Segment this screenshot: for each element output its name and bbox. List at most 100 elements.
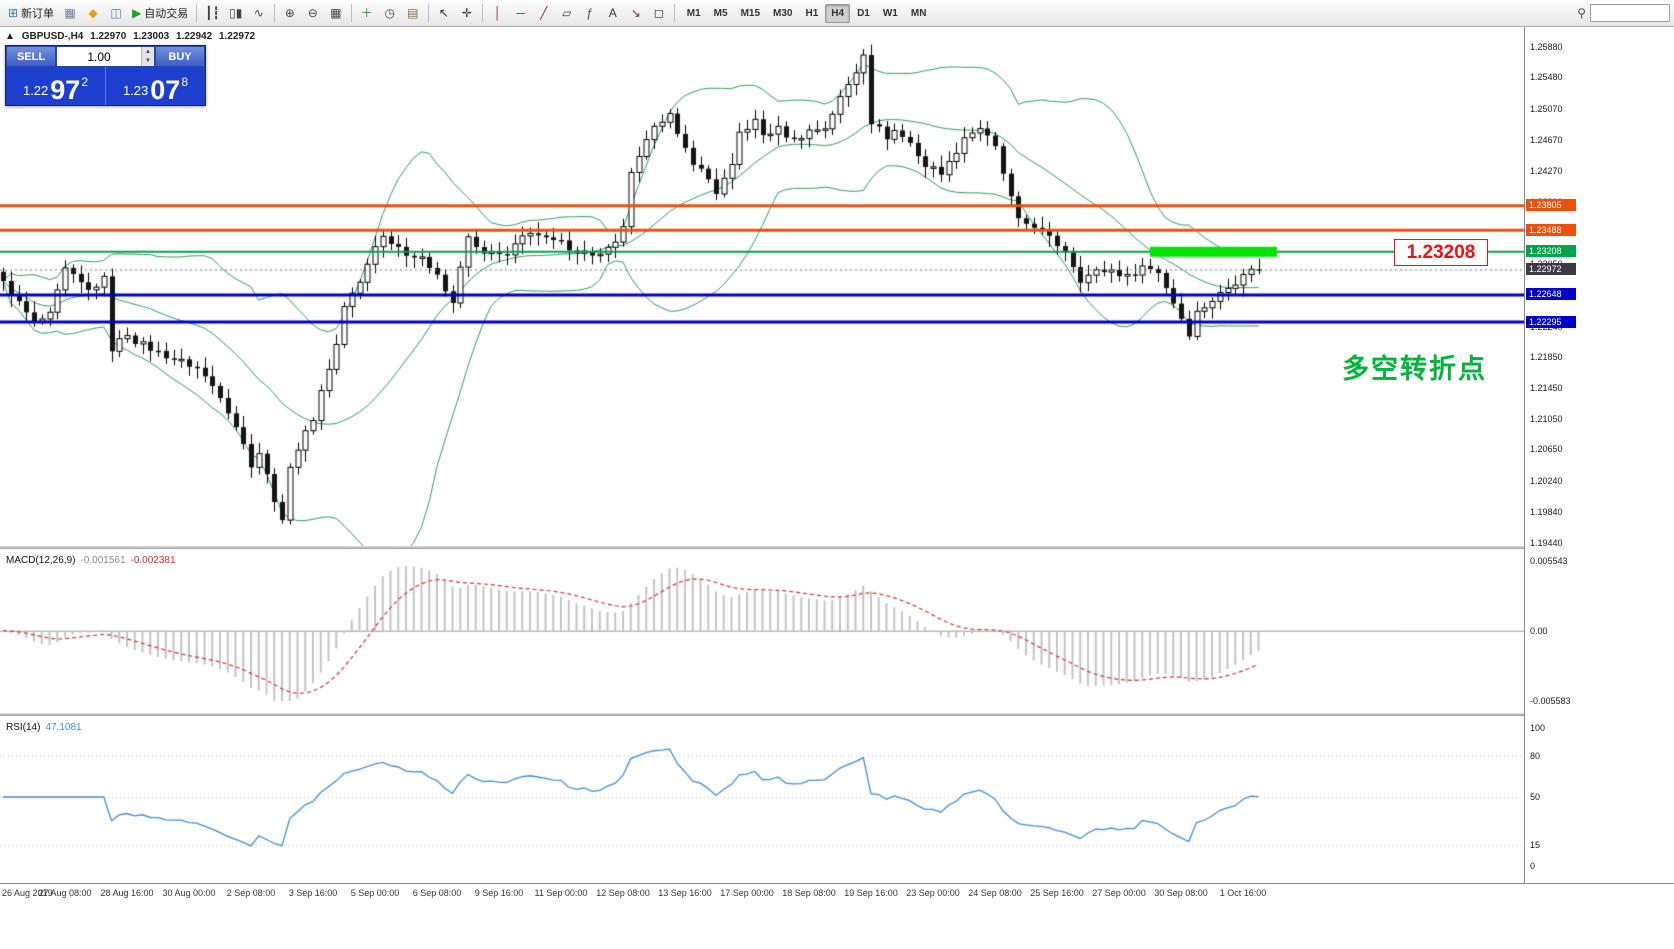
periods-icon: ◷ xyxy=(384,6,395,20)
shapes-icon: ◻ xyxy=(653,6,664,20)
autotrade-button[interactable]: ▶ 自动交易 xyxy=(128,2,192,24)
rsi-pane-splitter[interactable] xyxy=(0,713,1674,716)
timeframe-d1-button[interactable]: D1 xyxy=(851,4,876,23)
timeframe-m1-button[interactable]: M1 xyxy=(681,4,707,23)
macd-indicator-label: MACD(12,26,9) -0.001561 -0.002381 xyxy=(6,555,181,566)
timeframe-m5-button[interactable]: M5 xyxy=(708,4,734,23)
time-axis-label: 19 Sep 16:00 xyxy=(844,888,898,898)
rsi-axis-label: 50 xyxy=(1530,792,1541,802)
periods-button[interactable]: ◷ xyxy=(379,2,401,24)
zoom-in-button[interactable]: ⊕ xyxy=(279,2,301,24)
time-axis-label: 12 Sep 08:00 xyxy=(596,888,650,898)
line-chart-button[interactable]: ∿ xyxy=(248,2,270,24)
vertical-line-button[interactable]: │ xyxy=(487,2,509,24)
crosshair-button[interactable]: ✛ xyxy=(456,2,478,24)
indicators-button[interactable]: ＋ xyxy=(356,2,378,24)
toolbar-separator xyxy=(427,4,429,22)
price-axis[interactable]: 1.25880 1.25480 1.25070 1.24670 1.24270 1.238… xyxy=(1524,27,1674,883)
shapes-button[interactable]: ◻ xyxy=(648,2,670,24)
quote-low: 1.22942 xyxy=(176,31,213,42)
buy-price-head: 1.23 xyxy=(122,83,149,98)
buy-button[interactable]: BUY xyxy=(155,46,205,67)
toolbar-separator xyxy=(350,4,352,22)
time-axis-label: 18 Sep 08:00 xyxy=(782,888,836,898)
toolbar-separator xyxy=(673,4,675,22)
bar-chart-button[interactable]: ┃┇ xyxy=(201,2,223,24)
search-input[interactable] xyxy=(1590,4,1670,22)
new-order-label: 新订单 xyxy=(21,8,55,20)
timeframe-m15-button[interactable]: M15 xyxy=(735,4,766,23)
volume-spinner: ▲ ▼ xyxy=(141,47,154,66)
timeframe-mn-button[interactable]: MN xyxy=(905,4,933,23)
zoom-in-icon: ⊕ xyxy=(284,6,295,20)
buy-price-button[interactable]: 1.23 07 8 xyxy=(106,67,205,105)
horizontal-line-button[interactable]: ─ xyxy=(510,2,532,24)
zoom-out-button[interactable]: ⊖ xyxy=(302,2,324,24)
price-chart-canvas[interactable] xyxy=(0,27,1524,546)
trendline-button[interactable]: ╱ xyxy=(533,2,555,24)
time-axis-label: 5 Sep 00:00 xyxy=(350,888,400,898)
new-order-icon: ⊞ xyxy=(8,6,19,20)
equidistant-channel-button[interactable]: ▱ xyxy=(556,2,578,24)
timeframe-h1-button[interactable]: H1 xyxy=(799,4,824,23)
new-order-button[interactable]: ⊞ 新订单 xyxy=(4,2,58,24)
collapse-panel-icon[interactable]: ▲ xyxy=(5,31,15,42)
line-chart-icon: ∿ xyxy=(253,6,264,20)
macd-signal-value: -0.002381 xyxy=(130,555,176,566)
rsi-axis-label: 0 xyxy=(1530,861,1536,871)
autotrade-label: 自动交易 xyxy=(144,8,189,20)
sell-price-button[interactable]: 1.22 97 2 xyxy=(6,67,106,105)
sell-button[interactable]: SELL xyxy=(6,46,56,67)
templates-button[interactable]: ▤ xyxy=(402,2,424,24)
candlestick-chart-button[interactable]: ▯▮ xyxy=(225,2,247,24)
timeframe-m30-button[interactable]: M30 xyxy=(767,4,798,23)
macd-name: MACD(12,26,9) xyxy=(6,555,76,566)
time-axis-label: 9 Sep 16:00 xyxy=(474,888,524,898)
macd-pane-splitter[interactable] xyxy=(0,546,1674,549)
volume-up-button[interactable]: ▲ xyxy=(142,47,154,57)
rsi-pane-canvas[interactable] xyxy=(0,716,1524,883)
arrows-button[interactable]: ↘ xyxy=(625,2,647,24)
turning-point-annotation[interactable]: 多空转折点 xyxy=(1342,354,1487,384)
price-axis-label: 1.25070 xyxy=(1530,103,1563,114)
rsi-axis-label: 15 xyxy=(1530,840,1541,851)
rsi-indicator-label: RSI(14) 47.1081 xyxy=(6,722,87,733)
volume-down-button[interactable]: ▼ xyxy=(142,56,154,66)
charts-grid-button[interactable]: ▦ xyxy=(59,2,81,24)
navigator-button[interactable]: ◫ xyxy=(105,2,127,24)
price-axis-label: 1.20240 xyxy=(1530,475,1563,486)
market-watch-button[interactable]: ◆ xyxy=(82,2,104,24)
volume-input[interactable] xyxy=(57,47,141,66)
price-axis-label: 1.24270 xyxy=(1530,165,1563,176)
sell-price-pip: 2 xyxy=(81,75,89,89)
macd-pane-canvas[interactable] xyxy=(0,549,1524,713)
trendline-icon: ╱ xyxy=(540,6,548,20)
text-label-icon: A xyxy=(608,6,617,20)
fibonacci-button[interactable]: ƒ xyxy=(579,2,601,24)
timeframe-w1-button[interactable]: W1 xyxy=(877,4,904,23)
macd-axis-min: -0.005583 xyxy=(1530,696,1571,706)
time-axis[interactable]: 26 Aug 2019 27 Aug 08:00 28 Aug 16:00 30 Au… xyxy=(0,883,1674,905)
buy-price-big: 07 xyxy=(150,75,181,106)
macd-main-value: -0.001561 xyxy=(80,555,126,566)
cursor-button[interactable]: ↖ xyxy=(433,2,455,24)
timeframe-h4-button[interactable]: H4 xyxy=(825,3,851,23)
arrows-icon: ↘ xyxy=(630,6,641,20)
chart-quote-line: ▲ GBPUSD-,H4 1.22970 1.23003 1.22942 1.2… xyxy=(5,31,259,42)
rsi-name: RSI(14) xyxy=(6,722,41,733)
tile-windows-button[interactable]: ▦ xyxy=(325,2,347,24)
horizontal-line-icon: ─ xyxy=(516,6,525,20)
quote-high: 1.23003 xyxy=(133,31,170,42)
cursor-icon: ↖ xyxy=(438,6,449,20)
indicators-icon: ＋ xyxy=(360,6,373,20)
text-label-button[interactable]: A xyxy=(602,2,624,24)
quote-close: 1.22972 xyxy=(218,31,256,42)
price-line-tag: 1.23488 xyxy=(1526,223,1576,236)
time-axis-label: 28 Aug 16:00 xyxy=(100,888,154,898)
time-axis-label: 13 Sep 16:00 xyxy=(658,888,712,898)
buy-price-pip: 8 xyxy=(181,75,189,89)
rsi-axis-label: 100 xyxy=(1530,723,1546,733)
price-callout-label[interactable]: 1.23208 xyxy=(1394,239,1488,266)
chart-window: 1.258801.254801.250701.246701.242701.238… xyxy=(0,27,1674,949)
zoom-out-icon: ⊖ xyxy=(307,6,318,20)
